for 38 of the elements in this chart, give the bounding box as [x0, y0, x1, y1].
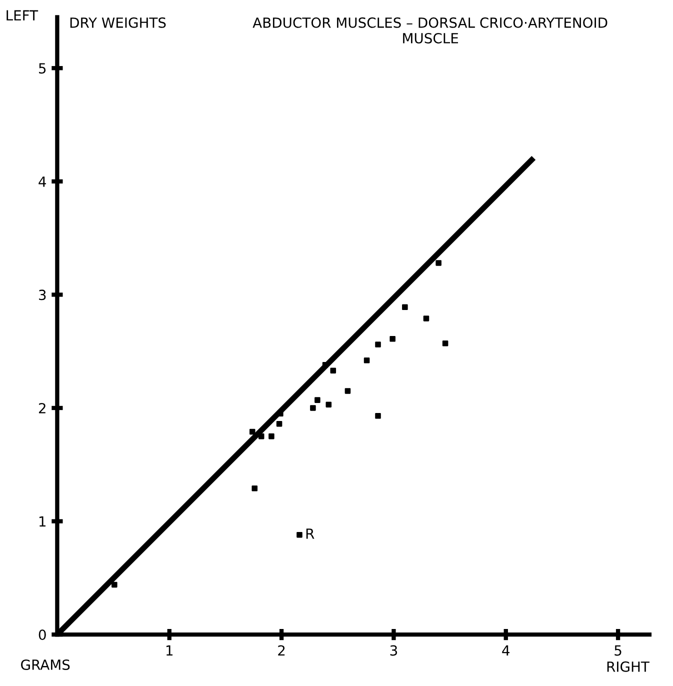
point	[364, 358, 370, 364]
x-tick-label: 3	[390, 645, 398, 656]
y-tick-label: 5	[39, 63, 46, 74]
x-tick-label: 1	[166, 645, 173, 656]
y-tick-label: 0	[38, 630, 46, 640]
point	[436, 260, 442, 266]
point	[326, 402, 332, 408]
point	[268, 433, 274, 440]
point	[296, 532, 302, 538]
x-tick-label: 4	[502, 645, 510, 656]
text: GRAMS	[21, 659, 70, 670]
y-tick-label: 4	[38, 176, 46, 187]
point	[276, 420, 282, 427]
point	[375, 342, 381, 348]
point	[390, 336, 396, 342]
y-tick-label: 3	[39, 290, 46, 300]
point	[112, 582, 118, 588]
point	[402, 304, 408, 310]
point	[314, 397, 320, 403]
point	[252, 486, 258, 492]
x-tick-label: 2	[278, 645, 285, 656]
chart-subtitle: ABDUCTOR MUSCLES – DORSAL CRICO·ARYTENOID MUSCLE	[252, 17, 608, 44]
chart-title: DRY WEIGHTS	[70, 17, 166, 28]
point	[258, 433, 264, 440]
y-tick-label: 1	[39, 516, 46, 527]
point	[442, 340, 448, 346]
x-axis-title: RIGHT	[607, 661, 650, 672]
point	[344, 388, 351, 394]
point	[375, 413, 381, 419]
point	[322, 362, 328, 368]
annotation: R	[306, 528, 314, 539]
y-axis-title: LEFT	[6, 10, 38, 20]
point	[310, 405, 316, 411]
point	[423, 316, 430, 322]
y-tick-label: 2	[38, 402, 46, 414]
point	[249, 428, 256, 435]
x-tick-label: 5	[614, 645, 622, 656]
point	[330, 368, 336, 374]
